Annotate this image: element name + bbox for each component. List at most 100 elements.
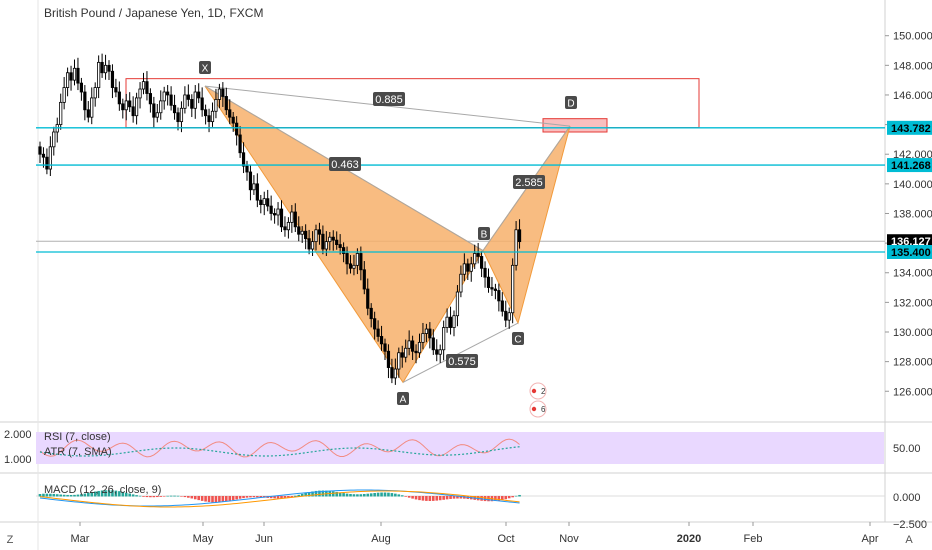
candle-body <box>97 61 101 88</box>
ratio-bd-label: 2.585 <box>515 177 543 189</box>
ratio-xd-label-bg <box>373 92 405 106</box>
price-tick-label: 146.000 <box>893 90 932 102</box>
price-axis: 150.000148.000146.000144.000142.000140.0… <box>885 31 932 398</box>
candle-body <box>214 99 218 112</box>
candle-body <box>448 316 453 328</box>
candle-body <box>59 101 63 125</box>
candle-body <box>435 349 439 355</box>
macd-histogram-bar <box>90 492 94 497</box>
macd-histogram-bar <box>235 496 238 500</box>
candle-body <box>407 340 411 349</box>
macd-histogram-bar <box>111 490 114 497</box>
macd-histogram-bar <box>518 494 521 497</box>
macd-histogram-bar <box>93 491 97 497</box>
ratio-ac-label-bg <box>446 354 478 368</box>
macd-histogram-bar <box>59 494 62 497</box>
macd-histogram-bar <box>307 492 311 497</box>
price-label-badge <box>887 234 932 249</box>
macd-histogram-bar <box>45 493 49 497</box>
candle-body <box>221 88 225 97</box>
macd-histogram-bar <box>218 496 221 503</box>
candle-body <box>279 208 284 228</box>
macd-histogram-bar <box>83 493 87 497</box>
macd-histogram-bar <box>452 496 456 499</box>
macd-histogram-bar <box>394 493 397 497</box>
macd-histogram-bar <box>418 496 421 501</box>
macd-histogram-bar <box>256 496 259 498</box>
candle-body <box>69 72 73 81</box>
candle-body <box>355 253 360 266</box>
horizontal-lines <box>36 127 885 253</box>
time-tick-label: Apr <box>861 533 878 545</box>
macd-histogram-bar <box>62 494 66 497</box>
macd-histogram-bar <box>438 496 442 501</box>
candle-body <box>272 213 277 216</box>
rsi-band <box>36 432 884 464</box>
macd-histogram-bar <box>366 493 370 497</box>
point-x-label: X <box>202 64 209 75</box>
atr-label: ATR (7, SMA) <box>44 446 112 458</box>
auto-scale-button[interactable]: A <box>905 534 913 546</box>
macd-histogram-bar <box>55 494 59 497</box>
atr-line <box>39 446 520 457</box>
candle-body <box>410 340 415 352</box>
zoom-button[interactable]: Z <box>6 534 14 546</box>
candle-body <box>338 244 342 248</box>
candle-body <box>276 208 280 216</box>
macd-histogram-bar <box>204 496 207 502</box>
candle-body <box>169 94 173 106</box>
macd-histogram-bar <box>197 496 200 501</box>
macd-histogram-bar <box>207 496 211 503</box>
candle-body <box>497 290 501 302</box>
macd-histogram-bar <box>352 494 356 497</box>
candle-body <box>359 253 363 271</box>
point-a-label: A <box>400 395 407 406</box>
macd-histogram-bar <box>311 491 314 497</box>
macd-histogram-bar <box>297 494 301 497</box>
macd-histogram-bar <box>345 493 349 497</box>
macd-histogram-bar <box>304 492 307 497</box>
macd-histogram-bar <box>173 495 176 497</box>
macd-histogram-bar <box>176 495 180 497</box>
candle-body <box>107 64 111 72</box>
macd-histogram-bar <box>369 493 373 497</box>
candle-body <box>207 115 211 123</box>
macd-histogram-bar <box>294 495 297 497</box>
macd-histogram-bar <box>156 496 159 498</box>
candle-body <box>317 229 322 235</box>
candle-body <box>266 198 270 207</box>
price-tick-label: 140.000 <box>893 179 932 191</box>
candle-body <box>331 236 335 241</box>
macd-histogram-bar <box>283 496 287 499</box>
macd-histogram-bar <box>121 491 125 497</box>
price-label-badge <box>887 158 932 173</box>
macd-histogram-bar <box>421 496 425 501</box>
macd-histogram-bar <box>376 492 380 497</box>
time-tick-label: Mar <box>71 533 90 545</box>
macd-histogram-bar <box>42 493 45 497</box>
time-tick-label: Feb <box>744 533 763 545</box>
candle-body <box>79 82 83 93</box>
candle-body <box>445 316 449 328</box>
macd-histogram-bar <box>152 496 156 498</box>
candle-body <box>52 131 56 148</box>
price-label-text: 141.268 <box>891 160 931 172</box>
candle-body <box>400 352 404 358</box>
candle-body <box>397 352 401 370</box>
price-label-text: 135.400 <box>891 247 931 259</box>
candle-body <box>293 211 297 228</box>
time-tick-label: Jun <box>255 533 273 545</box>
xd-line <box>204 85 571 127</box>
candle-body <box>431 337 435 351</box>
candle-body <box>473 253 477 265</box>
candle-body <box>490 287 494 290</box>
candle-body <box>145 81 149 94</box>
candle-body <box>45 156 49 170</box>
candle-body <box>38 146 42 155</box>
candle-body <box>517 229 522 243</box>
candle-body <box>141 81 146 90</box>
point-c-label: C <box>514 335 521 346</box>
pattern-labels: X A B C D 0.885 0.463 0.575 2.585 2 6 <box>199 61 577 418</box>
point-a-label-bg <box>397 392 409 405</box>
